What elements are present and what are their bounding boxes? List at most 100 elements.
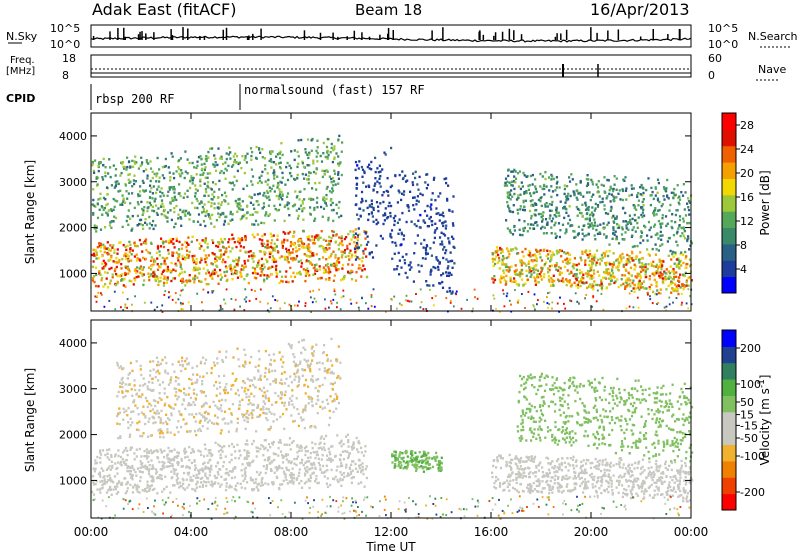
power-cell [654,233,657,237]
velocity-cell [281,461,285,464]
power-cell [451,210,454,213]
velocity-cell [230,485,233,489]
velocity-cell [291,467,294,470]
power-cell [671,252,674,256]
velocity-cell [223,478,226,481]
power-cell [332,263,335,267]
power-cell [250,288,253,291]
velocity-cell [323,475,326,478]
power-cell [658,258,661,261]
power-cell [547,306,549,309]
velocity-cell [346,433,349,436]
velocity-cell [296,451,299,454]
velocity-cell [104,482,107,485]
power-cell [376,167,379,170]
power-cell [583,234,586,238]
power-cell [168,171,171,174]
power-cell [370,211,373,214]
power-cell [576,300,579,303]
power-cell [232,237,235,240]
power-cell [663,306,666,309]
power-cell [118,258,121,262]
power-cell [315,201,319,204]
power-cell [409,190,412,193]
velocity-cell [208,468,211,471]
power-cell [177,192,180,195]
velocity-cell [271,441,274,445]
velocity-cell [244,353,247,357]
power-cell [636,274,640,278]
power-cell [537,212,540,216]
power-cell [203,239,206,243]
power-cell [404,299,407,302]
power-cell [262,194,265,197]
power-cell [251,271,255,275]
velocity-cell [232,445,235,448]
power-cell [136,224,139,227]
power-cell [588,255,591,258]
power-cell [299,273,302,276]
power-cell [128,173,131,176]
velocity-cell [136,484,139,487]
power-cell [183,192,187,195]
power-cell [642,198,645,201]
power-cell [585,281,588,284]
power-cell [207,200,210,204]
power-cell [665,288,668,291]
power-cell [207,291,210,294]
power-cell [293,149,296,152]
power-cell [653,209,656,213]
power-cell [104,226,107,229]
power-cell [122,309,125,312]
power-cell [445,181,448,185]
velocity-cell [202,462,205,466]
power-cell [582,224,585,228]
power-cell [548,268,551,272]
power-cell [231,247,234,250]
power-cell [613,183,616,186]
velocity-cell [285,443,288,446]
power-cell [621,207,625,210]
power-cell [508,209,511,213]
power-cell [671,277,674,281]
velocity-cell [341,450,344,453]
velocity-cell [117,461,120,464]
power-cell [238,161,241,164]
velocity-cell [99,456,102,460]
power-cell [430,269,433,272]
velocity-cell [175,474,178,477]
velocity-cell [119,462,122,465]
power-cell [359,214,362,217]
power-cell [404,174,407,177]
power-cell [141,250,144,253]
power-cell [657,291,660,295]
power-cell [91,203,94,206]
power-cell [340,237,343,240]
power-cell [393,268,396,271]
velocity-cell [223,445,226,448]
power-cell [432,241,435,244]
power-cell [97,285,100,288]
power-cell [270,242,273,245]
power-cell [329,239,332,243]
power-cell [398,273,401,276]
power-cell [367,218,370,222]
velocity-cell [234,456,237,460]
power-cell [670,281,673,284]
power-cell [210,275,213,279]
power-cell [382,222,385,226]
power-cell [615,217,618,220]
power-cell [550,209,553,212]
power-cell [355,271,358,274]
power-cell [642,191,645,195]
velocity-cell [110,493,113,496]
power-cell [275,194,278,198]
velocity-cell [166,457,169,460]
velocity-cell [256,483,259,486]
power-cell [275,268,278,271]
power-cell [407,206,410,209]
power-cell [136,201,139,204]
power-cell [292,256,295,260]
power-cell [398,228,401,231]
velocity-cell [121,458,124,461]
